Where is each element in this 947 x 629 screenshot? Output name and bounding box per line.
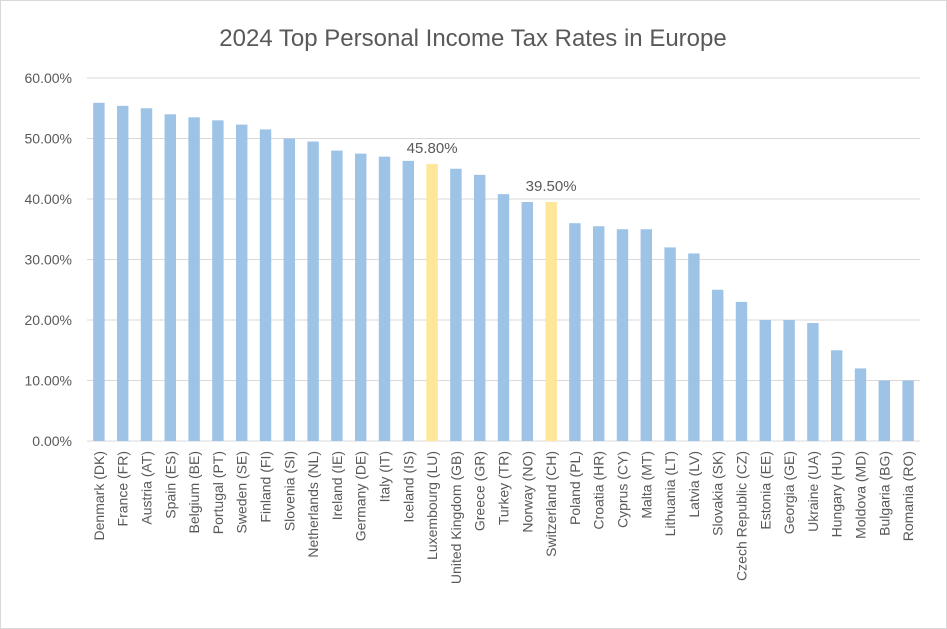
y-tick-label: 0.00% <box>32 433 72 449</box>
x-tick-label: Hungary (HU) <box>829 451 845 537</box>
bar <box>307 141 319 441</box>
bar <box>830 350 843 441</box>
bars <box>93 102 914 442</box>
x-tick-label: Italy (IT) <box>377 451 393 502</box>
x-tick-label: Iceland (IS) <box>400 451 416 523</box>
bar <box>235 124 248 442</box>
x-tick-label: Belgium (BE) <box>186 451 202 533</box>
bar <box>93 102 105 442</box>
x-tick-label: Cyprus (CY) <box>615 451 631 528</box>
x-tick-label: Germany (DE) <box>353 451 369 541</box>
x-tick-label: Luxembourg (LU) <box>424 451 440 560</box>
x-tick-label: Czech Republic (CZ) <box>734 451 750 581</box>
bar <box>759 320 772 441</box>
bar <box>711 289 724 441</box>
x-tick-label: Poland (PL) <box>567 451 583 525</box>
x-tick-label: Sweden (SE) <box>234 451 250 533</box>
x-tick-label: Ireland (IE) <box>329 451 345 520</box>
bar <box>402 160 415 441</box>
x-tick-label: Turkey (TR) <box>496 451 512 525</box>
x-tick-label: Netherlands (NL) <box>305 451 321 558</box>
y-tick-label: 60.00% <box>25 70 72 86</box>
bar <box>426 163 438 441</box>
bar <box>521 202 534 441</box>
y-tick-label: 10.00% <box>25 373 72 389</box>
bar <box>116 105 129 441</box>
x-tick-label: Denmark (DK) <box>91 451 107 540</box>
bar <box>450 168 462 441</box>
bar <box>616 229 629 441</box>
bar <box>212 120 224 441</box>
x-tick-label: Slovakia (SK) <box>710 451 726 536</box>
x-tick-label: Switzerland (CH) <box>543 451 559 557</box>
bar <box>688 253 700 441</box>
y-tick-label: 20.00% <box>25 312 72 328</box>
x-tick-label: Slovenia (SI) <box>281 451 297 531</box>
x-tick-label: Ukraine (UA) <box>805 451 821 532</box>
x-tick-label: Malta (MT) <box>638 451 654 519</box>
bar <box>902 380 914 441</box>
x-tick-label: Bulgaria (BG) <box>876 451 892 536</box>
bar <box>259 129 272 442</box>
bar <box>283 138 296 441</box>
bar <box>140 108 153 441</box>
bar <box>735 301 748 441</box>
bar <box>331 150 343 441</box>
x-tick-label: Croatia (HR) <box>591 451 607 530</box>
bar <box>569 223 581 441</box>
x-tick-label: Romania (RO) <box>900 451 916 541</box>
bar <box>497 194 510 441</box>
bar <box>188 117 200 441</box>
x-tick-label: Finland (FI) <box>258 451 274 523</box>
x-tick-label: Georgia (GE) <box>781 451 797 534</box>
x-tick-label: United Kingdom (GB) <box>448 451 464 584</box>
x-tick-label: Lithuania (LT) <box>662 451 678 536</box>
x-tick-label: Spain (ES) <box>162 451 178 519</box>
bar <box>592 226 605 441</box>
x-tick-label: Austria (AT) <box>139 451 155 525</box>
bar <box>545 202 557 441</box>
chart-title: 2024 Top Personal Income Tax Rates in Eu… <box>219 25 726 52</box>
data-label: 45.80% <box>407 140 458 157</box>
bar <box>807 323 819 441</box>
x-tick-label: Estonia (EE) <box>757 451 773 530</box>
bar <box>378 156 391 441</box>
data-label: 39.50% <box>526 178 577 195</box>
bar <box>783 320 795 441</box>
x-tick-label: Greece (GR) <box>472 451 488 531</box>
bar <box>164 114 177 442</box>
x-tick-label: Latvia (LV) <box>686 451 702 518</box>
bar <box>664 247 676 441</box>
x-axis-labels: Denmark (DK) France (FR) Austria (AT) Spain… <box>91 451 916 584</box>
bar <box>473 174 486 442</box>
x-tick-label: France (FR) <box>115 451 131 526</box>
bar <box>354 153 367 441</box>
x-tick-label: Portugal (PT) <box>210 451 226 534</box>
bar <box>854 368 867 441</box>
y-axis-ticks: 0.00% 10.00% 20.00% 30.00% 40.00% 50.00% 60.00… <box>25 70 72 449</box>
y-tick-label: 40.00% <box>25 191 72 207</box>
x-tick-label: Moldova (MD) <box>853 451 869 539</box>
data-labels: 45.80% 39.50% <box>407 140 577 195</box>
y-tick-label: 50.00% <box>25 131 72 147</box>
bar <box>878 380 891 441</box>
bar <box>640 229 653 441</box>
y-tick-label: 30.00% <box>25 252 72 268</box>
x-tick-label: Norway (NO) <box>519 451 535 533</box>
